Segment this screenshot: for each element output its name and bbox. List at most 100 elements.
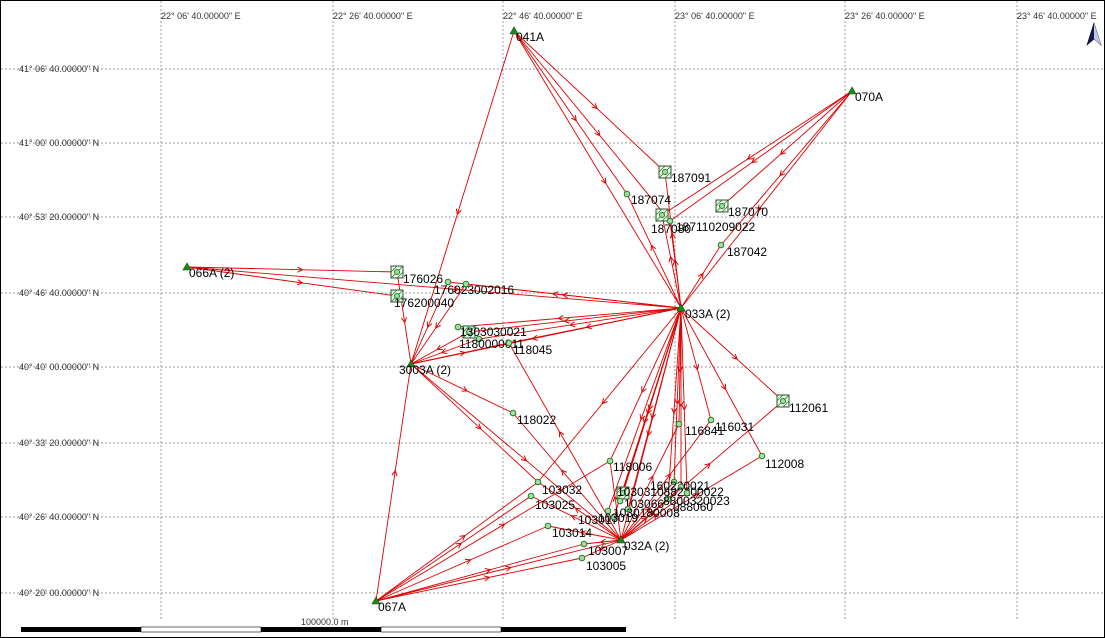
survey-point-icon <box>606 457 614 465</box>
station-176026[interactable]: 176026 <box>390 265 443 286</box>
station-088023[interactable]: 8800320023 <box>663 489 730 508</box>
direction-arrow-icon <box>677 401 685 408</box>
direction-arrow-icon <box>570 515 578 521</box>
observation-line <box>410 283 467 365</box>
latitude-label: 40° 46' 40.00000" N <box>19 288 99 298</box>
direction-arrow-icon <box>671 407 678 415</box>
station-088060[interactable]: 088060 <box>664 495 713 514</box>
survey-point-icon <box>454 323 462 331</box>
direction-arrow-icon <box>459 350 466 357</box>
direction-arrow-icon <box>453 286 460 293</box>
direction-arrow-icon <box>558 430 565 438</box>
station-130021[interactable]: 1303030021 <box>460 325 527 339</box>
station-112061[interactable]: 112061 <box>776 394 828 415</box>
observation-line <box>410 30 515 365</box>
station-176016[interactable] <box>462 280 470 288</box>
station-118045[interactable]: 118045 <box>505 339 552 357</box>
direction-arrow-icon <box>704 462 711 469</box>
station-label: 176023002016 <box>434 283 514 297</box>
station-033A[interactable]: 033A (2) <box>676 303 730 321</box>
station-067A[interactable]: 067A <box>371 596 406 614</box>
observation-line <box>680 307 784 402</box>
station-103008[interactable]: 1030180008 <box>613 505 680 520</box>
station-070A[interactable]: 070A <box>847 86 883 104</box>
observation-line <box>583 538 622 545</box>
station-103017[interactable]: 103017 <box>578 507 618 527</box>
direction-arrow-icon <box>579 530 587 537</box>
observation-line <box>680 307 688 494</box>
station-label: 070A <box>855 90 883 104</box>
longitude-label: 23° 26' 40.00000" E <box>845 11 925 21</box>
survey-point-icon <box>616 497 624 505</box>
station-label: 176026 <box>403 272 443 286</box>
direction-arrow-icon <box>297 266 304 273</box>
direction-arrow-icon <box>720 383 727 391</box>
station-187080[interactable]: 187080 <box>651 208 691 236</box>
station-187070[interactable]: 187070 <box>715 199 768 219</box>
station-103066[interactable]: 103066 <box>616 497 664 511</box>
station-label: 032A (2) <box>624 539 669 553</box>
station-103005[interactable]: 103005 <box>578 554 626 573</box>
survey-point-icon <box>527 492 535 500</box>
station-103031[interactable]: 103031 <box>616 485 657 500</box>
station-031A[interactable]: 3003A (2) <box>399 359 451 377</box>
station-label: 066A (2) <box>189 266 234 280</box>
direction-arrow-icon <box>475 423 482 430</box>
observation-line <box>721 90 853 207</box>
station-118022[interactable]: 118022 <box>509 409 556 427</box>
observation-line <box>513 30 666 173</box>
station-176020[interactable]: 176023002016 <box>434 278 514 297</box>
station-187091[interactable]: 187091 <box>658 165 711 185</box>
observation-line <box>468 307 682 333</box>
observation-lines <box>186 30 853 602</box>
observation-line <box>680 307 712 421</box>
station-066A[interactable]: 066A (2) <box>182 262 234 280</box>
station-label: 103066 <box>624 497 664 511</box>
station-118006[interactable]: 118006 <box>606 457 652 474</box>
station-041A[interactable]: 041A <box>509 26 544 44</box>
station-label: 112061 <box>789 401 828 415</box>
station-187022[interactable]: 187110209022 <box>666 217 756 234</box>
latitude-label: 41° 06' 40.00000" N <box>19 64 99 74</box>
observation-line <box>186 266 398 273</box>
station-103025[interactable]: 103025 <box>527 492 575 512</box>
observation-line <box>677 308 685 487</box>
station-103007[interactable]: 103007 <box>580 540 628 558</box>
station-116841[interactable]: 116841 <box>675 420 724 438</box>
longitude-label: 22° 46' 40.00000" E <box>503 11 583 21</box>
station-187042[interactable]: 187042 <box>717 241 767 259</box>
survey-point-icon <box>683 489 691 497</box>
observation-line <box>410 363 514 414</box>
direction-arrow-icon <box>598 545 606 551</box>
direction-arrow-icon <box>731 353 738 360</box>
observation-line <box>547 525 622 541</box>
observation-line <box>410 331 470 365</box>
station-label: 187042 <box>727 245 767 259</box>
direction-arrow-icon <box>561 292 569 299</box>
station-112008[interactable]: 112008 <box>758 452 804 471</box>
survey-point-icon <box>717 241 725 249</box>
observation-line <box>720 90 853 246</box>
station-116031[interactable]: 116031 <box>707 416 754 434</box>
station-label: 033A (2) <box>685 307 730 321</box>
direction-arrow-icon <box>645 408 652 416</box>
direction-arrow-icon <box>484 567 492 574</box>
station-103032[interactable]: 103032 <box>534 478 582 497</box>
survey-point-icon <box>544 522 552 530</box>
observation-line <box>620 492 688 541</box>
observation-line <box>410 281 449 365</box>
direction-arrow-icon <box>436 344 443 351</box>
station-187074[interactable]: 187074 <box>623 190 671 207</box>
observation-line <box>626 193 682 309</box>
observation-line <box>537 481 622 541</box>
station-130x[interactable] <box>454 323 462 331</box>
station-103019[interactable]: 103019 <box>598 511 638 525</box>
station-103014[interactable]: 103014 <box>544 522 592 540</box>
observation-line <box>513 30 682 309</box>
station-088022[interactable]: 0882200022 <box>657 483 724 499</box>
station-176200040[interactable]: 176200040 <box>390 289 454 310</box>
observation-line <box>581 539 622 559</box>
station-032A[interactable]: 032A (2) <box>616 535 669 553</box>
